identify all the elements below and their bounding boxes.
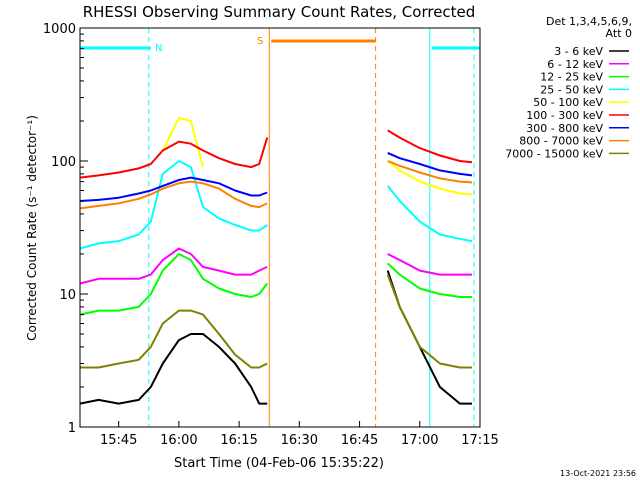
- x-axis: 15:45 16:00 16:15 16:30 16:45 17:00 17:15: [100, 421, 499, 448]
- y-axis: 1 10 100 1000: [43, 22, 88, 436]
- series-line: [79, 151, 473, 202]
- x-tick-label: 16:30: [281, 433, 318, 448]
- series-line: [80, 274, 472, 369]
- series-line: [79, 253, 472, 316]
- x-axis-label: Start Time (04-Feb-06 15:35:22): [174, 456, 384, 471]
- legend-label: 800 - 7000 keV: [519, 135, 603, 148]
- x-tick-label: 15:45: [100, 433, 137, 448]
- y-axis-label: Corrected Count Rate (s⁻¹ detector⁻¹): [25, 115, 39, 341]
- legend-label: 7000 - 15000 keV: [505, 147, 603, 160]
- series-line: [79, 247, 472, 285]
- legend-label: 12 - 25 keV: [540, 71, 603, 84]
- legend-label: 25 - 50 keV: [540, 83, 603, 96]
- x-tick-label: 17:00: [401, 433, 438, 448]
- x-tick-label: 17:15: [461, 433, 498, 448]
- legend-header-line-1: Det 1,3,4,5,6,9,: [546, 15, 632, 28]
- series-line: [79, 160, 473, 250]
- legend-label: 6 - 12 keV: [547, 58, 603, 71]
- series-layer: [79, 117, 473, 405]
- night-marker-label: N: [155, 43, 162, 54]
- plot-frame: [79, 27, 481, 428]
- y-tick-label: 10: [59, 288, 76, 303]
- legend-label: 300 - 800 keV: [526, 122, 603, 135]
- y-tick-label: 100: [51, 155, 76, 170]
- legend-label: 100 - 300 keV: [526, 109, 603, 122]
- chart-title: RHESSI Observing Summary Count Rates, Co…: [83, 3, 476, 21]
- x-tick-label: 16:15: [220, 433, 257, 448]
- x-tick-label: 16:45: [341, 433, 378, 448]
- y-tick-label: 1: [68, 421, 76, 436]
- legend-header-line-2: Att 0: [606, 27, 632, 40]
- series-line: [79, 129, 473, 179]
- y-tick-label: 1000: [43, 22, 76, 37]
- series-line: [161, 117, 473, 196]
- legend-label: 3 - 6 keV: [554, 45, 603, 58]
- series-line: [79, 160, 473, 210]
- x-tick-label: 16:00: [160, 433, 197, 448]
- saa-marker-label: S: [257, 36, 263, 47]
- footer-date: 13-Oct-2021 23:56: [560, 469, 636, 478]
- legend-label: 50 - 100 keV: [533, 96, 603, 109]
